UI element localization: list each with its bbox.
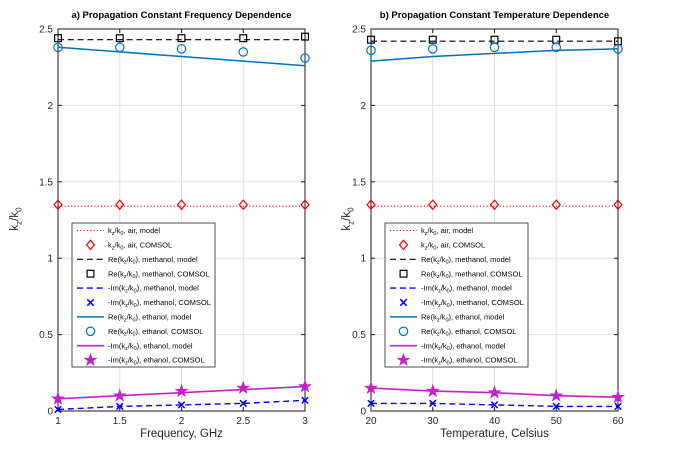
- svg-text:Re(kz/k0), ethanol, model: Re(kz/k0), ethanol, model: [421, 313, 505, 324]
- chart-b-ylabel: kz/k0: [341, 207, 356, 231]
- chart-b: 20 30 40 50 60 0 0.5 1 1.5 2 2.5 kz/k0, air, model k…: [341, 0, 682, 459]
- svg-text:30: 30: [427, 416, 439, 427]
- chart-a-title: a) Propagation Constant Frequency Depend…: [71, 10, 292, 21]
- svg-text:Re(kz/k0), methanol, COMSOL: Re(kz/k0), methanol, COMSOL: [108, 269, 210, 280]
- chart-a-legend-entry-8: Re(kz/k0), ethanol, COMSOL: [85, 326, 203, 338]
- chart-a-series-4: [53, 32, 310, 43]
- chart-b-series-10: [364, 380, 625, 404]
- chart-a-plot: 1 1.5 2 2.5 300.511.522.5kz/k0, air, modelkz…: [39, 25, 312, 427]
- svg-text:-Im(kz/k0), methanol, COMSOL: -Im(kz/k0), methanol, COMSOL: [108, 298, 211, 309]
- chart-a: 1 1.5 2 2.5 3 0 0.5 1 1.5 2 2.5 kz/k0, air, model kz…: [9, 10, 312, 440]
- svg-text:-Im(kz/k0), ethanol, COMSOL: -Im(kz/k0), ethanol, COMSOL: [421, 356, 518, 367]
- chart-a-legend: kz/k0, air, model kz/k0, air, COMSOL Re(kz…: [71, 222, 216, 368]
- chart-b-legend-entry-6: -Im(kz/k0), methanol, COMSOL: [399, 298, 524, 309]
- chart-b-xlabel: Temperature, Celsius: [440, 428, 549, 440]
- svg-text:kz/k0, air, model: kz/k0, air, model: [108, 226, 160, 237]
- svg-text:2: 2: [179, 416, 185, 427]
- svg-text:1.5: 1.5: [352, 177, 366, 188]
- svg-text:2.5: 2.5: [39, 25, 53, 36]
- chart-a-series-7: [57, 46, 306, 67]
- svg-text:3: 3: [302, 416, 308, 427]
- svg-text:1.5: 1.5: [39, 177, 53, 188]
- chart-b-legend-entry-7: Re(kz/k0), ethanol, model: [390, 313, 505, 324]
- chart-b-series-2: [366, 199, 623, 211]
- chart-b-legend: kz/k0, air, model kz/k0, air, COMSOL Re(kz…: [384, 222, 529, 368]
- svg-text:Re(kz/k0), ethanol, COMSOL: Re(kz/k0), ethanol, COMSOL: [108, 327, 203, 338]
- chart-a-legend-entry-7: Re(kz/k0), ethanol, model: [77, 313, 192, 324]
- svg-text:50: 50: [551, 416, 563, 427]
- chart-b-series-6: [367, 399, 622, 411]
- svg-text:2.5: 2.5: [352, 25, 366, 36]
- svg-text:Re(kz/k0), methanol, model: Re(kz/k0), methanol, model: [108, 255, 198, 266]
- chart-a-series-6: [54, 396, 309, 414]
- chart-a-xlabel: Frequency, GHz: [140, 428, 223, 440]
- chart-a-series-2: [53, 199, 310, 211]
- chart-b-legend-entry-1: kz/k0, air, model: [390, 226, 473, 237]
- svg-text:-Im(kz/k0), ethanol, model: -Im(kz/k0), ethanol, model: [421, 341, 506, 352]
- svg-text:0: 0: [360, 407, 366, 418]
- svg-text:-Im(kz/k0), methanol, model: -Im(kz/k0), methanol, model: [421, 284, 512, 295]
- chart-b-legend-entry-2: kz/k0, air, COMSOL: [398, 239, 485, 252]
- chart-a-series-10: [51, 379, 312, 405]
- chart-a-ylabel: kz/k0: [9, 207, 24, 231]
- svg-text:60: 60: [612, 416, 624, 427]
- svg-text:1: 1: [360, 254, 366, 265]
- chart-b-title: b) Propagation Constant Temperature Depe…: [379, 10, 610, 21]
- svg-text:0.5: 0.5: [352, 330, 366, 341]
- svg-text:2.5: 2.5: [236, 416, 250, 427]
- chart-b-series-8: [366, 42, 623, 56]
- chart-b-y-tick-labels: 0 0.5 1 1.5 2 2.5: [352, 25, 366, 418]
- chart-a-legend-entry-5: -Im(kz/k0), methanol, model: [77, 284, 199, 295]
- svg-text:Re(kz/k0), ethanol, COMSOL: Re(kz/k0), ethanol, COMSOL: [421, 327, 516, 338]
- chart-a-y-tick-labels: 0 0.5 1 1.5 2 2.5: [39, 25, 53, 418]
- svg-text:Re(kz/k0), ethanol, model: Re(kz/k0), ethanol, model: [108, 313, 192, 324]
- svg-text:2: 2: [47, 101, 53, 112]
- chart-b-legend-entry-9: -Im(kz/k0), ethanol, model: [390, 341, 506, 352]
- chart-a-legend-entry-9: -Im(kz/k0), ethanol, model: [77, 341, 193, 352]
- svg-text:0.5: 0.5: [39, 330, 53, 341]
- chart-b-x-tick-labels: 20 30 40 50 60: [365, 416, 624, 427]
- svg-text:40: 40: [489, 416, 501, 427]
- svg-text:kz/k0, air, COMSOL: kz/k0, air, COMSOL: [421, 241, 485, 252]
- svg-text:Re(kz/k0), methanol, COMSOL: Re(kz/k0), methanol, COMSOL: [421, 269, 523, 280]
- chart-a-legend-entry-10: -Im(kz/k0), ethanol, COMSOL: [83, 352, 205, 367]
- svg-text:Re(kz/k0), methanol, model: Re(kz/k0), methanol, model: [421, 255, 511, 266]
- chart-b-legend-entry-3: Re(kz/k0), methanol, model: [390, 255, 511, 266]
- svg-text:2: 2: [360, 101, 366, 112]
- svg-text:20: 20: [365, 416, 377, 427]
- svg-text:kz/k0, air, model: kz/k0, air, model: [421, 226, 473, 237]
- svg-text:1: 1: [55, 416, 61, 427]
- svg-text:-Im(kz/k0), methanol, COMSOL: -Im(kz/k0), methanol, COMSOL: [421, 298, 524, 309]
- chart-a-legend-entry-1: kz/k0, air, model: [77, 226, 160, 237]
- svg-text:1.5: 1.5: [113, 416, 127, 427]
- chart-b-legend-entry-4: Re(kz/k0), methanol, COMSOL: [399, 269, 523, 280]
- chart-a-x-tick-labels: 1 1.5 2 2.5 3: [55, 416, 308, 427]
- svg-text:0: 0: [47, 407, 53, 418]
- svg-text:-Im(kz/k0), methanol, model: -Im(kz/k0), methanol, model: [108, 284, 199, 295]
- svg-text:1: 1: [47, 254, 53, 265]
- chart-b-legend-entry-8: Re(kz/k0), ethanol, COMSOL: [398, 326, 516, 338]
- chart-b-legend-entry-10: -Im(kz/k0), ethanol, COMSOL: [396, 352, 518, 367]
- svg-text:kz/k0, air, COMSOL: kz/k0, air, COMSOL: [108, 241, 172, 252]
- chart-b-series-7: [370, 48, 619, 62]
- svg-text:-Im(kz/k0), ethanol, model: -Im(kz/k0), ethanol, model: [108, 341, 193, 352]
- chart-b-legend-entry-5: -Im(kz/k0), methanol, model: [390, 284, 512, 295]
- chart-a-legend-entry-2: kz/k0, air, COMSOL: [85, 239, 172, 252]
- chart-a-legend-entry-6: -Im(kz/k0), methanol, COMSOL: [86, 298, 211, 309]
- chart-b-ticks: [370, 28, 619, 412]
- chart-a-legend-entry-3: Re(kz/k0), methanol, model: [77, 255, 198, 266]
- chart-a-legend-entry-4: Re(kz/k0), methanol, COMSOL: [86, 269, 210, 280]
- svg-text:-Im(kz/k0), ethanol, COMSOL: -Im(kz/k0), ethanol, COMSOL: [108, 356, 205, 367]
- chart-a-series-8: [53, 42, 310, 63]
